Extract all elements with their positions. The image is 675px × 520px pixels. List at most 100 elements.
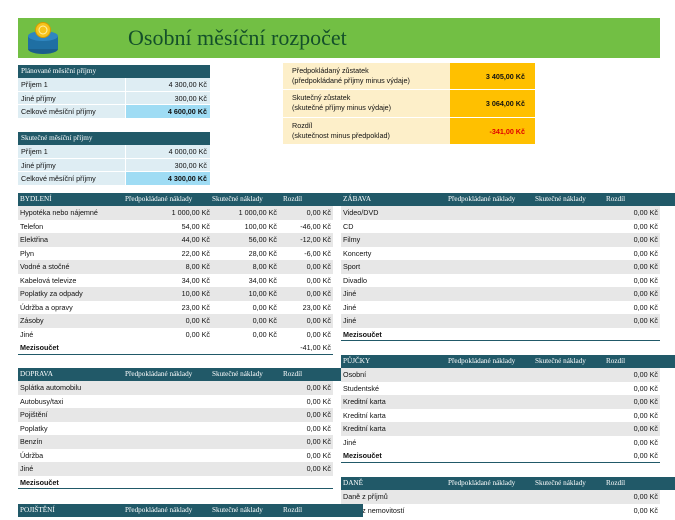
expense-value: 0,00 Kč (306, 464, 331, 473)
expense-row (18, 219, 333, 233)
expense-label: Telefon (20, 221, 44, 231)
column-header: Předpokládané náklady (125, 368, 205, 381)
expense-label: Divadlo (343, 275, 367, 285)
section-title: BYDLENÍ (20, 193, 120, 206)
expense-value: -46,00 Kč (300, 221, 331, 231)
expense-label: Vodné a stočné (20, 262, 70, 271)
subtotal-label: Mezisoučet (20, 343, 59, 352)
column-header: Předpokládané náklady (448, 193, 528, 206)
expense-value: 23,00 Kč (181, 302, 210, 312)
expense-label: Osobní (343, 370, 367, 379)
expense-row (341, 219, 660, 233)
summary-note: (skutečnost minus předpoklad) (292, 130, 390, 140)
summary-value: -341,00 Kč (450, 117, 535, 145)
expense-value: 0,00 Kč (306, 289, 331, 298)
expense-row (341, 206, 660, 220)
expense-value: 0,00 Kč (252, 302, 277, 312)
expense-label: Kreditní karta (343, 410, 386, 420)
expense-row (18, 233, 333, 247)
expense-label: Jiné (20, 329, 34, 339)
expense-label: Daně z nemovitostí (343, 505, 405, 515)
column-header: Skutečné náklady (535, 477, 615, 490)
expense-value: 34,00 Kč (248, 275, 277, 285)
header-icon (28, 22, 58, 54)
income-label: Jiné příjmy (18, 158, 125, 172)
column-header: Skutečné náklady (212, 504, 292, 517)
column-header: Rozdíl (606, 477, 675, 490)
income-label: Příjem 1 (18, 78, 125, 92)
expense-row (18, 408, 333, 422)
expense-value: 8,00 Kč (252, 262, 277, 271)
expense-label: Koncerty (343, 248, 372, 258)
expense-value: 23,00 Kč (302, 302, 331, 312)
expense-value: 0,00 Kč (306, 396, 331, 406)
expense-row (341, 246, 660, 260)
expense-label: Sport (343, 262, 361, 271)
summary-note: (předpokládané příjmy minus výdaje) (292, 76, 410, 85)
expense-value: 0,00 Kč (633, 248, 658, 258)
expense-value: 0,00 Kč (633, 302, 658, 312)
subtotal-row (18, 341, 333, 355)
income-header: Plánované měsíční příjmy (18, 65, 210, 78)
expense-value: 0,00 Kč (306, 275, 331, 285)
income-label: Jiné příjmy (18, 91, 125, 105)
expense-value: 0,00 Kč (633, 505, 658, 515)
expense-value: -41,00 Kč (300, 343, 331, 352)
section-title: PŮJČKY (343, 355, 443, 368)
income-label: Celkové měsíční příjmy (18, 105, 125, 119)
expense-label: Kreditní karta (343, 397, 386, 406)
summary-label: Předpokládaný zůstatek (292, 66, 369, 75)
expense-row (18, 260, 333, 274)
expense-value: 0,00 Kč (306, 450, 331, 460)
expense-value: 0,00 Kč (633, 424, 658, 433)
subtotal-label: Mezisoučet (343, 329, 382, 339)
expense-value: -6,00 Kč (304, 248, 331, 258)
expense-value: 0,00 Kč (633, 492, 658, 501)
column-header: Předpokládané náklady (125, 504, 205, 517)
summary-label: Rozdíl (292, 120, 313, 130)
expense-label: Jiné (20, 464, 34, 473)
expense-label: Jiné (343, 437, 357, 447)
income-value: 4 300,00 Kč (125, 172, 210, 186)
expense-label: Jiné (343, 316, 357, 325)
expense-label: Jiné (343, 289, 357, 298)
expense-row (341, 368, 660, 382)
expense-value: 56,00 Kč (248, 235, 277, 244)
expense-label: Studentské (343, 383, 379, 393)
expense-row (18, 435, 333, 449)
expense-row (341, 490, 660, 504)
expense-row (341, 408, 660, 422)
expense-value: 0,00 Kč (633, 275, 658, 285)
expense-value: 10,00 Kč (248, 289, 277, 298)
expense-value: 0,00 Kč (633, 397, 658, 406)
expense-label: Daně z příjmů (343, 492, 388, 501)
column-header: Rozdíl (606, 355, 675, 368)
expense-label: Splátka automobilu (20, 383, 82, 392)
expense-value: 0,00 Kč (633, 370, 658, 379)
expense-row (341, 300, 660, 314)
expense-value: 0,00 Kč (185, 316, 210, 325)
expense-value: -12,00 Kč (300, 235, 331, 244)
section-title: ZÁBAVA (343, 193, 443, 206)
expense-label: Kabelová televize (20, 275, 77, 285)
expense-value: 22,00 Kč (181, 248, 210, 258)
expense-value: 54,00 Kč (181, 221, 210, 231)
summary-label: Skutečný zůstatek (292, 93, 351, 103)
expense-label: Filmy (343, 235, 361, 244)
column-header: Předpokládané náklady (448, 355, 528, 368)
income-value: 300,00 Kč (125, 91, 210, 105)
expense-value: 44,00 Kč (181, 235, 210, 244)
expense-label: Údržba a opravy (20, 302, 73, 312)
expense-row (341, 314, 660, 328)
subtotal-row (341, 449, 660, 463)
expense-label: Údržba (20, 450, 44, 460)
column-header: Skutečné náklady (212, 368, 292, 381)
summary-label-cell (283, 117, 450, 145)
expense-value: 1 000,00 Kč (238, 208, 277, 217)
summary-value: 3 064,00 Kč (450, 90, 535, 118)
expense-value: 0,00 Kč (306, 410, 331, 419)
expense-value: 0,00 Kč (306, 316, 331, 325)
expense-row (18, 421, 333, 435)
summary-value: 3 405,00 Kč (450, 63, 535, 91)
expense-row (18, 300, 333, 314)
